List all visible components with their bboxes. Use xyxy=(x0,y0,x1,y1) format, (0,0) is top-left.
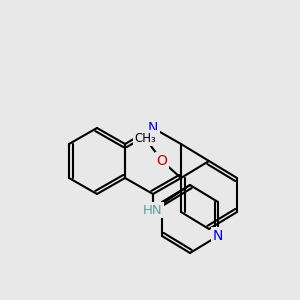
Text: HN: HN xyxy=(143,203,163,217)
Text: N: N xyxy=(148,121,158,135)
Text: N: N xyxy=(213,229,223,243)
Text: CH₃: CH₃ xyxy=(134,131,156,145)
Text: O: O xyxy=(157,154,167,168)
